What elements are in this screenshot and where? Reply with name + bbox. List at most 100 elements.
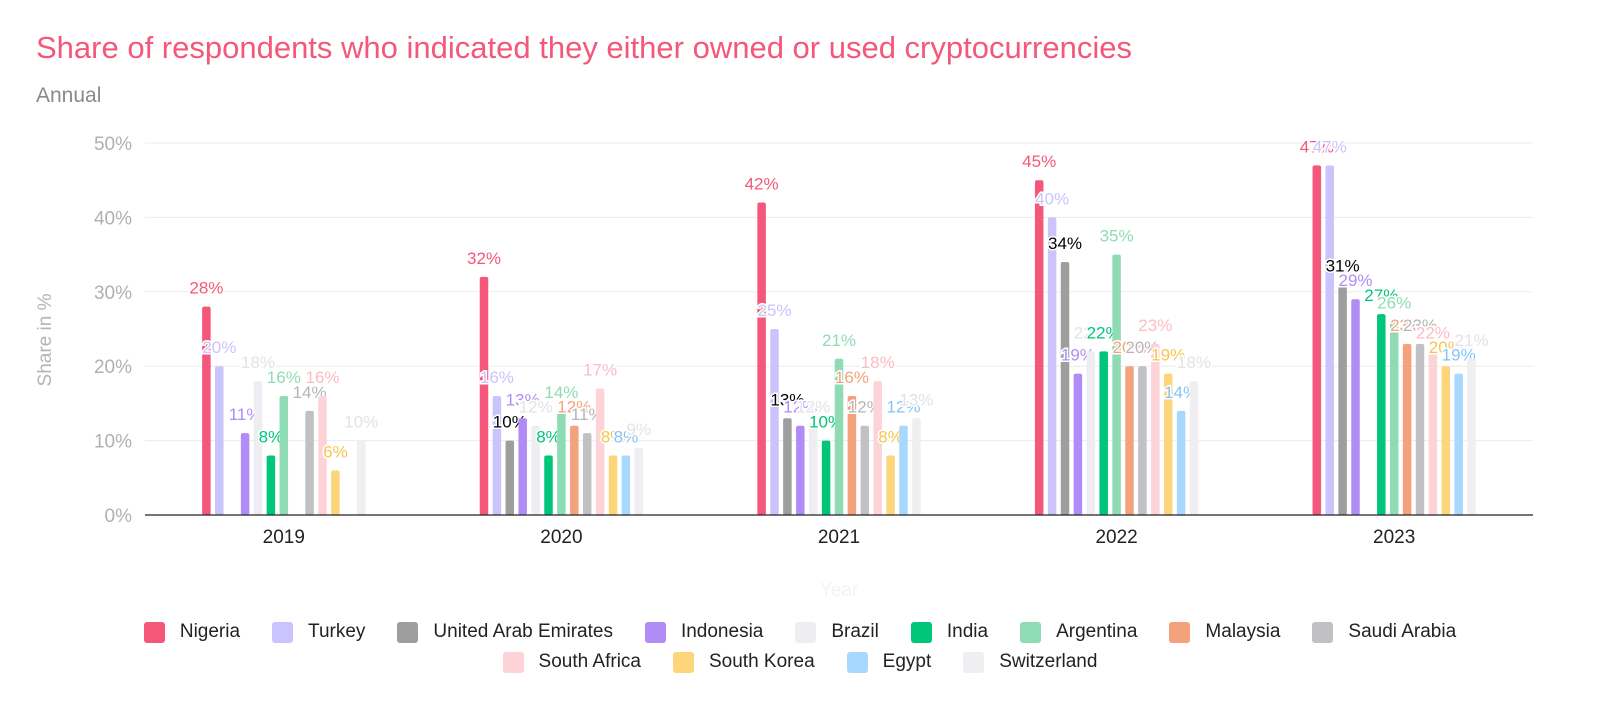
data-label: 23%	[1138, 316, 1172, 335]
legend-item[interactable]: Indonesia	[644, 620, 764, 644]
bar	[492, 395, 502, 515]
bar	[873, 381, 882, 515]
bar	[1189, 381, 1199, 515]
data-label: 16%	[835, 368, 869, 387]
legend-label: India	[946, 621, 989, 642]
bar	[318, 395, 327, 515]
data-label: 9%	[627, 420, 652, 439]
x-tick-label: 2021	[818, 527, 860, 548]
chart-legend: Nigeria Turkey United Arab Emirates Indones…	[60, 620, 1540, 674]
legend-label: Nigeria	[179, 621, 241, 642]
bar	[808, 425, 818, 515]
data-label: 14%	[544, 383, 578, 402]
legend-item[interactable]: Saudi Arabia	[1312, 620, 1456, 644]
bar	[1351, 299, 1360, 515]
legend-swatch	[1020, 621, 1042, 643]
data-label: 19%	[1151, 346, 1185, 365]
bar	[505, 440, 515, 515]
data-label: 22%	[1074, 323, 1108, 342]
bar	[621, 455, 631, 515]
data-label: 21%	[822, 331, 856, 350]
legend-item[interactable]: Argentina	[1020, 620, 1137, 644]
legend-item[interactable]: South Africa	[502, 650, 641, 674]
bar	[531, 425, 540, 515]
bar	[1099, 351, 1108, 515]
bar	[608, 455, 618, 515]
bar	[570, 425, 579, 515]
data-label: 20%	[1112, 338, 1146, 357]
legend-swatch	[673, 651, 694, 673]
legend-label: Malaysia	[1205, 621, 1281, 642]
bar	[899, 425, 908, 515]
data-label: 18%	[1177, 353, 1211, 372]
bar	[279, 395, 289, 515]
bar	[1125, 366, 1134, 515]
bar	[595, 388, 605, 515]
bar	[634, 448, 644, 515]
data-label: 40%	[1035, 189, 1069, 208]
legend-label: Saudi Arabia	[1348, 621, 1457, 642]
data-label: 47%	[1300, 137, 1334, 156]
legend-label: Turkey	[308, 621, 366, 642]
bar	[544, 455, 553, 515]
bar	[821, 440, 831, 515]
x-tick-label: 2020	[540, 527, 582, 548]
legend-item[interactable]: United Arab Emirates	[397, 620, 613, 644]
legend-item[interactable]: Egypt	[846, 650, 932, 674]
y-tick-label: 10%	[94, 432, 132, 453]
bar	[1047, 217, 1057, 515]
bar	[847, 395, 857, 515]
data-label: 10%	[344, 413, 378, 432]
data-label: 18%	[241, 353, 275, 372]
data-label: 8%	[601, 427, 626, 446]
data-label: 16%	[480, 368, 514, 387]
bar	[1325, 165, 1334, 515]
data-label: 42%	[745, 175, 779, 194]
legend-item[interactable]: South Korea	[673, 650, 815, 674]
legend-label: Switzerland	[999, 651, 1098, 672]
bar	[1034, 180, 1044, 515]
legend-item[interactable]: Brazil	[795, 620, 879, 644]
data-label: 34%	[1048, 234, 1082, 253]
legend-label: Indonesia	[680, 621, 764, 642]
legend-swatch	[502, 651, 524, 673]
legend-label: South Africa	[538, 651, 641, 672]
bar	[331, 470, 340, 515]
legend-label: Egypt	[882, 651, 932, 672]
data-label: 8%	[536, 427, 561, 446]
bar	[356, 440, 366, 515]
data-label: 12%	[886, 398, 920, 417]
bar	[557, 410, 566, 515]
bar	[912, 418, 921, 515]
data-label: 25%	[757, 301, 791, 320]
bar	[253, 381, 263, 515]
data-label: 8%	[614, 427, 639, 446]
y-tick-label: 30%	[94, 283, 132, 304]
y-tick-label: 40%	[94, 208, 132, 229]
bar	[1138, 366, 1147, 515]
bar	[518, 418, 527, 515]
legend-item[interactable]: Turkey	[272, 620, 365, 644]
x-axis-label: Year	[820, 580, 859, 601]
legend-swatch	[143, 621, 165, 643]
bar	[1151, 343, 1160, 515]
legend-item[interactable]: India	[910, 620, 989, 644]
bar	[1428, 351, 1438, 515]
legend-label: Argentina	[1056, 621, 1138, 642]
chart-title: Share of respondents who indicated they …	[36, 30, 1132, 65]
y-axis-label: Share in %	[35, 293, 56, 386]
legend-item[interactable]: Switzerland	[963, 650, 1097, 674]
legend-swatch	[644, 621, 666, 643]
legend-item[interactable]: Nigeria	[143, 620, 241, 644]
data-label: 27%	[1364, 286, 1398, 305]
bar	[1060, 262, 1070, 515]
x-tick-label: 2019	[263, 527, 305, 548]
legend-item[interactable]: Malaysia	[1169, 620, 1280, 644]
y-tick-label: 20%	[94, 357, 132, 378]
bar-chart: 0% 10% 20% 30% 40% 50% Share in % Year 2019 28% 20…	[35, 134, 1533, 601]
data-label: 8%	[878, 427, 903, 446]
data-label: 17%	[583, 361, 617, 380]
legend-swatch	[397, 621, 419, 643]
legend-swatch	[910, 621, 932, 643]
legend-swatch	[795, 621, 817, 643]
